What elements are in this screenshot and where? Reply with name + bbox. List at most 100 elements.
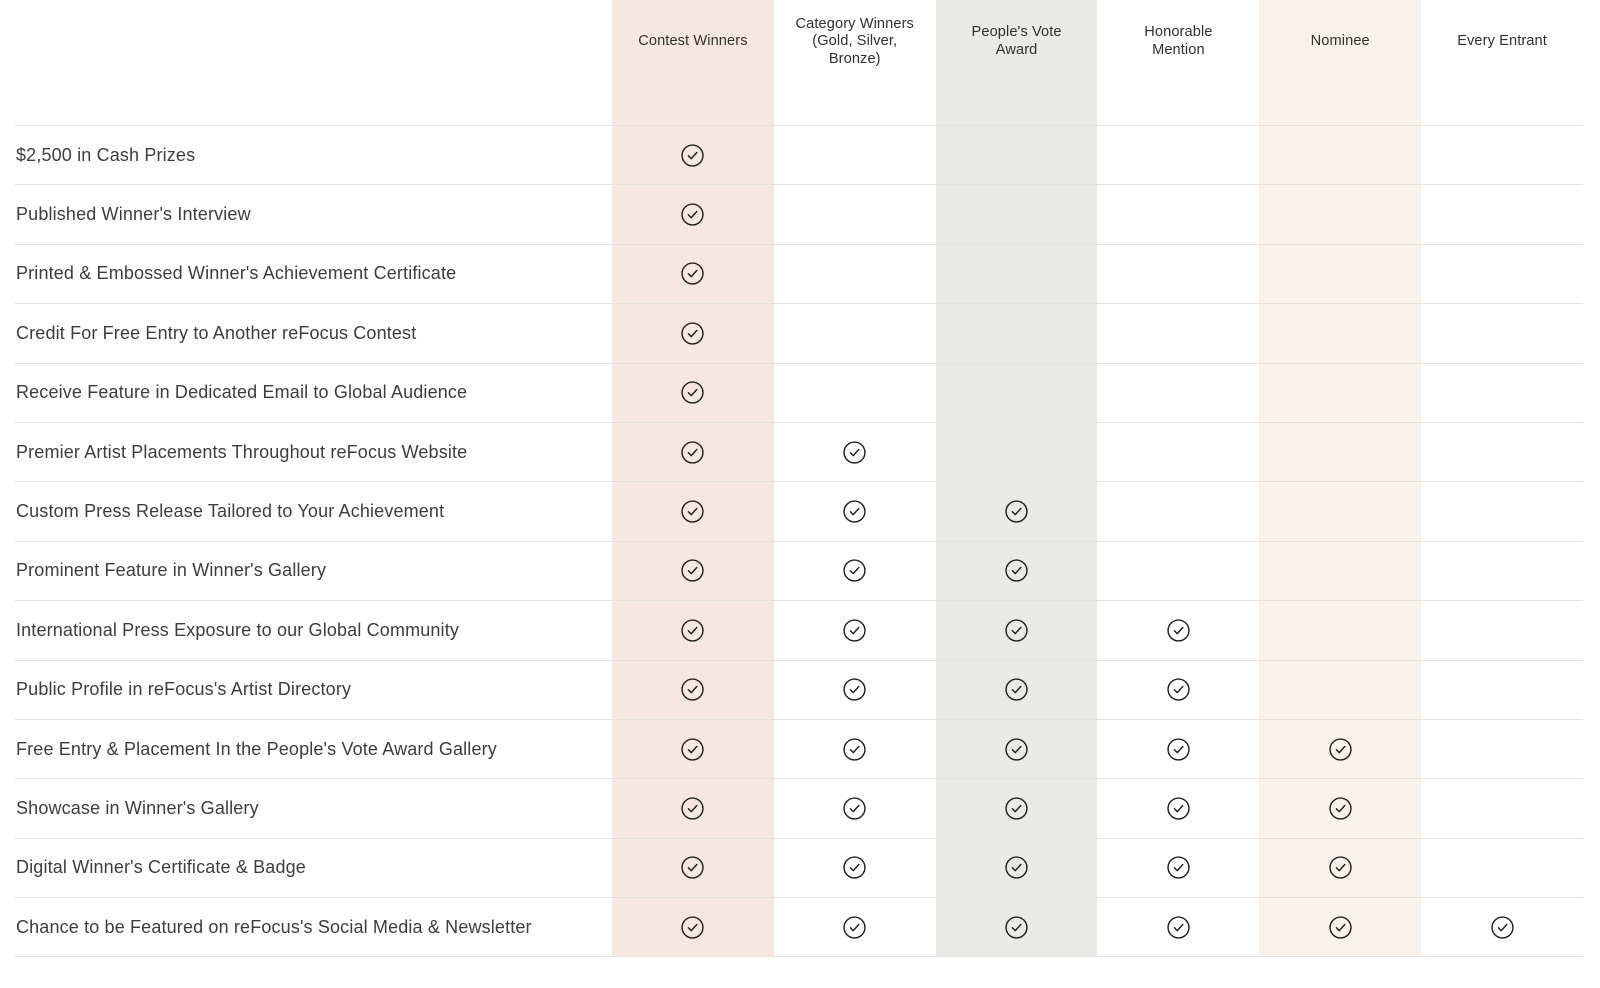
check-cell: [774, 779, 936, 837]
check-circle-icon: [1329, 856, 1352, 880]
check-cell: [1421, 245, 1583, 303]
check-cell: [1421, 661, 1583, 719]
check-cell: [936, 185, 1098, 243]
check-cell: [1421, 542, 1583, 600]
check-cell: [936, 304, 1098, 362]
check-cell: [1259, 304, 1421, 362]
check-cell: [936, 364, 1098, 422]
check-cell: [936, 542, 1098, 600]
benefit-label: Free Entry & Placement In the People's V…: [16, 738, 497, 759]
benefit-row: Prominent Feature in Winner's Gallery: [15, 540, 1583, 600]
check-cell: [1097, 304, 1259, 362]
check-cell: [774, 364, 936, 422]
check-cell: [612, 245, 774, 303]
check-cell: [1259, 245, 1421, 303]
check-circle-icon: [681, 322, 705, 345]
check-cell: [612, 542, 774, 600]
check-circle-icon: [1005, 856, 1028, 880]
check-cell: [774, 542, 936, 600]
check-cell: [1097, 601, 1259, 659]
check-cell: [1259, 482, 1421, 540]
check-cell: [774, 423, 936, 481]
check-cell: [936, 126, 1098, 184]
benefit-row: International Press Exposure to our Glob…: [15, 600, 1583, 659]
check-circle-icon: [843, 559, 866, 583]
check-cell: [612, 839, 774, 897]
check-cell: [612, 898, 774, 956]
check-cell: [1421, 482, 1583, 540]
column-header-4: Nominee: [1310, 33, 1370, 50]
check-circle-icon: [681, 916, 705, 939]
check-circle-icon: [681, 797, 705, 820]
check-cell: [1097, 720, 1259, 778]
check-cell: [774, 304, 936, 362]
check-circle-icon: [681, 144, 705, 167]
check-cell: [1097, 482, 1259, 540]
benefit-label: Prominent Feature in Winner's Gallery: [16, 560, 327, 581]
check-circle-icon: [681, 678, 705, 701]
benefit-label: Digital Winner's Certificate & Badge: [16, 857, 306, 878]
check-circle-icon: [1167, 678, 1190, 701]
check-cell: [936, 661, 1098, 719]
check-cell: [1097, 364, 1259, 422]
check-cell: [1259, 364, 1421, 422]
check-circle-icon: [1167, 916, 1190, 939]
check-cell: [612, 482, 774, 540]
column-header-0: Contest Winners: [638, 33, 748, 50]
check-circle-icon: [1490, 916, 1514, 939]
check-circle-icon: [681, 381, 705, 404]
check-cell: [1421, 185, 1583, 243]
check-cell: [1421, 779, 1583, 837]
check-cell: [612, 779, 774, 837]
check-cell: [1421, 720, 1583, 778]
check-circle-icon: [1167, 619, 1190, 642]
check-circle-icon: [843, 856, 866, 880]
check-cell: [1097, 245, 1259, 303]
check-cell: [1097, 898, 1259, 956]
benefit-label: $2,500 in Cash Prizes: [16, 144, 196, 165]
check-cell: [1421, 423, 1583, 481]
benefit-label: Credit For Free Entry to Another reFocus…: [16, 322, 417, 343]
check-cell: [1421, 839, 1583, 897]
benefit-row: Digital Winner's Certificate & Badge: [15, 837, 1583, 897]
check-cell: [1097, 423, 1259, 481]
check-circle-icon: [1005, 559, 1028, 583]
check-circle-icon: [681, 559, 705, 583]
check-cell: [936, 482, 1098, 540]
benefit-row: Receive Feature in Dedicated Email to Gl…: [15, 362, 1583, 422]
check-circle-icon: [681, 500, 705, 523]
benefit-row: $2,500 in Cash Prizes: [15, 125, 1583, 184]
check-cell: [774, 720, 936, 778]
check-cell: [1259, 185, 1421, 243]
check-cell: [774, 661, 936, 719]
check-cell: [1259, 898, 1421, 956]
column-header-2: People's Vote Award: [971, 24, 1062, 58]
check-circle-icon: [843, 678, 866, 701]
check-cell: [1421, 364, 1583, 422]
benefit-row: Chance to be Featured on reFocus's Socia…: [15, 897, 1583, 956]
check-circle-icon: [843, 619, 866, 642]
check-circle-icon: [1005, 619, 1028, 642]
check-circle-icon: [1167, 856, 1190, 880]
check-cell: [774, 898, 936, 956]
benefit-row: Printed & Embossed Winner's Achievement …: [15, 243, 1583, 303]
benefit-row: Premier Artist Placements Throughout reF…: [15, 421, 1583, 481]
check-cell: [1097, 185, 1259, 243]
check-circle-icon: [1005, 678, 1028, 701]
benefit-label: Printed & Embossed Winner's Achievement …: [16, 263, 457, 284]
benefit-label: Receive Feature in Dedicated Email to Gl…: [16, 382, 468, 403]
check-circle-icon: [1005, 916, 1028, 939]
check-cell: [1259, 720, 1421, 778]
check-cell: [1421, 304, 1583, 362]
check-circle-icon: [681, 737, 705, 761]
check-cell: [612, 126, 774, 184]
check-cell: [1097, 661, 1259, 719]
check-cell: [1097, 126, 1259, 184]
benefit-row: Custom Press Release Tailored to Your Ac…: [15, 481, 1583, 540]
check-cell: [1259, 779, 1421, 837]
check-cell: [774, 601, 936, 659]
check-cell: [1421, 126, 1583, 184]
benefit-label: Published Winner's Interview: [16, 204, 251, 225]
column-header-1: Category Winners (Gold, Silver, Bronze): [795, 15, 914, 67]
